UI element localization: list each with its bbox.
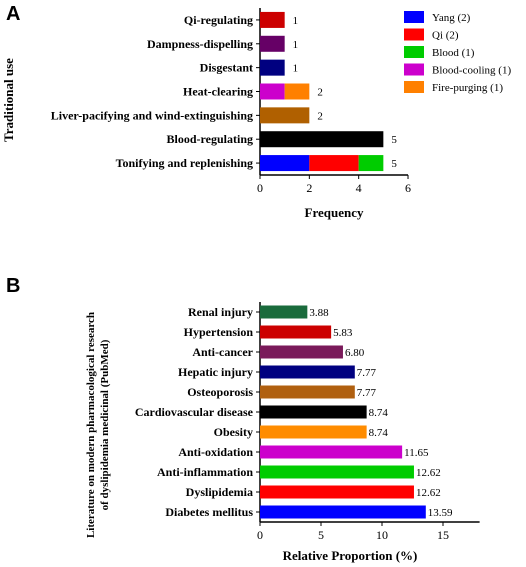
- bar-total-label: 2: [317, 87, 323, 99]
- legend-label: Blood (1): [432, 47, 475, 59]
- bar-total-label: 5: [391, 134, 397, 146]
- bar-segment: [260, 83, 285, 100]
- bar-segment: [260, 107, 310, 124]
- bar-segment: [260, 59, 285, 76]
- category-label: Cardiovascular disease: [135, 405, 254, 419]
- bar: [260, 305, 308, 319]
- bar-value-label: 7.77: [357, 367, 377, 379]
- y-axis-title-line-1: Literature on modern pharmacological res…: [85, 312, 97, 538]
- legend-label: Fire-purging (1): [432, 82, 503, 94]
- x-tick-label: 2: [306, 181, 312, 195]
- x-tick-label: 15: [437, 528, 449, 542]
- bar-value-label: 8.74: [369, 427, 389, 439]
- category-label: Diabetes mellitus: [165, 505, 253, 519]
- legend-swatch: [404, 63, 424, 76]
- x-tick-label: 5: [318, 528, 324, 542]
- chart-a: Qi-regulating 1 Dampness-dispelling 1 Disges…: [1, 8, 511, 220]
- panel-b-letter: B: [6, 275, 20, 297]
- bar-segment: [309, 155, 359, 172]
- x-tick-label: 6: [405, 181, 411, 195]
- x-axis-title: Frequency: [305, 205, 364, 220]
- bar: [260, 385, 355, 399]
- bar-segment: [358, 155, 384, 172]
- bar: [260, 365, 355, 379]
- bar-value-label: 12.62: [416, 467, 441, 479]
- bar-value-label: 3.88: [309, 307, 329, 319]
- category-label: Qi-regulating: [184, 13, 253, 27]
- bar-value-label: 11.65: [404, 447, 429, 459]
- panel-a-letter: A: [6, 3, 20, 25]
- category-label: Tonifying and replenishing: [116, 156, 253, 170]
- bar-value-label: 5.83: [333, 327, 353, 339]
- bar-value-label: 7.77: [357, 387, 377, 399]
- x-tick-label: 0: [257, 528, 263, 542]
- category-label: Osteoporosis: [187, 385, 253, 399]
- bar-value-label: 12.62: [416, 487, 441, 499]
- bar-total-label: 1: [293, 63, 299, 75]
- category-label: Anti-cancer: [192, 345, 253, 359]
- y-axis-title: Traditional use: [1, 58, 16, 142]
- legend-swatch: [404, 11, 424, 23]
- bar-segment: [284, 83, 310, 100]
- category-label: Obesity: [214, 425, 253, 439]
- bar-total-label: 1: [293, 15, 299, 27]
- legend-swatch: [404, 46, 424, 58]
- x-tick-label: 10: [376, 528, 388, 542]
- bar-segment: [260, 155, 310, 172]
- legend-label: Yang (2): [432, 12, 471, 24]
- bar: [260, 345, 343, 359]
- legend-swatch: [404, 28, 424, 41]
- legend-swatch: [404, 81, 424, 93]
- category-label: Hepatic injury: [178, 365, 253, 379]
- category-label: Dyslipidemia: [186, 485, 253, 499]
- y-axis-title-line-2: of dyslipidemia medicinal (PubMed): [99, 339, 111, 510]
- category-label: Anti-oxidation: [178, 445, 253, 459]
- x-tick-label: 4: [356, 181, 362, 195]
- category-label: Blood-regulating: [167, 132, 253, 146]
- bar: [260, 505, 426, 519]
- legend-label: Qi (2): [432, 30, 459, 42]
- bar: [260, 465, 414, 479]
- bar: [260, 405, 367, 419]
- chart-b: Renal injury 3.88 Hypertension 5.83 Anti-can…: [85, 302, 480, 563]
- bar-total-label: 1: [293, 39, 299, 51]
- category-label: Renal injury: [188, 305, 253, 319]
- x-tick-label: 0: [257, 181, 263, 195]
- bar-total-label: 2: [317, 110, 323, 122]
- category-label: Disgestant: [200, 61, 253, 75]
- bar-segment: [260, 11, 285, 28]
- x-axis-title: Relative Proportion (%): [283, 548, 418, 563]
- bar-value-label: 6.80: [345, 347, 365, 359]
- bar-value-label: 13.59: [428, 507, 453, 519]
- category-label: Heat-clearing: [183, 85, 253, 99]
- bar: [260, 425, 367, 439]
- category-label: Dampness-dispelling: [147, 37, 253, 51]
- bar: [260, 485, 414, 499]
- bar: [260, 445, 403, 459]
- category-label: Liver-pacifying and wind-extinguishing: [51, 108, 253, 122]
- bar: [260, 325, 332, 339]
- bar-total-label: 5: [391, 158, 397, 170]
- legend-label: Blood-cooling (1): [432, 65, 511, 77]
- bar-value-label: 8.74: [369, 407, 389, 419]
- category-label: Anti-inflammation: [157, 465, 253, 479]
- category-label: Hypertension: [184, 325, 254, 339]
- bar-segment: [260, 35, 285, 52]
- bar-segment: [260, 131, 384, 148]
